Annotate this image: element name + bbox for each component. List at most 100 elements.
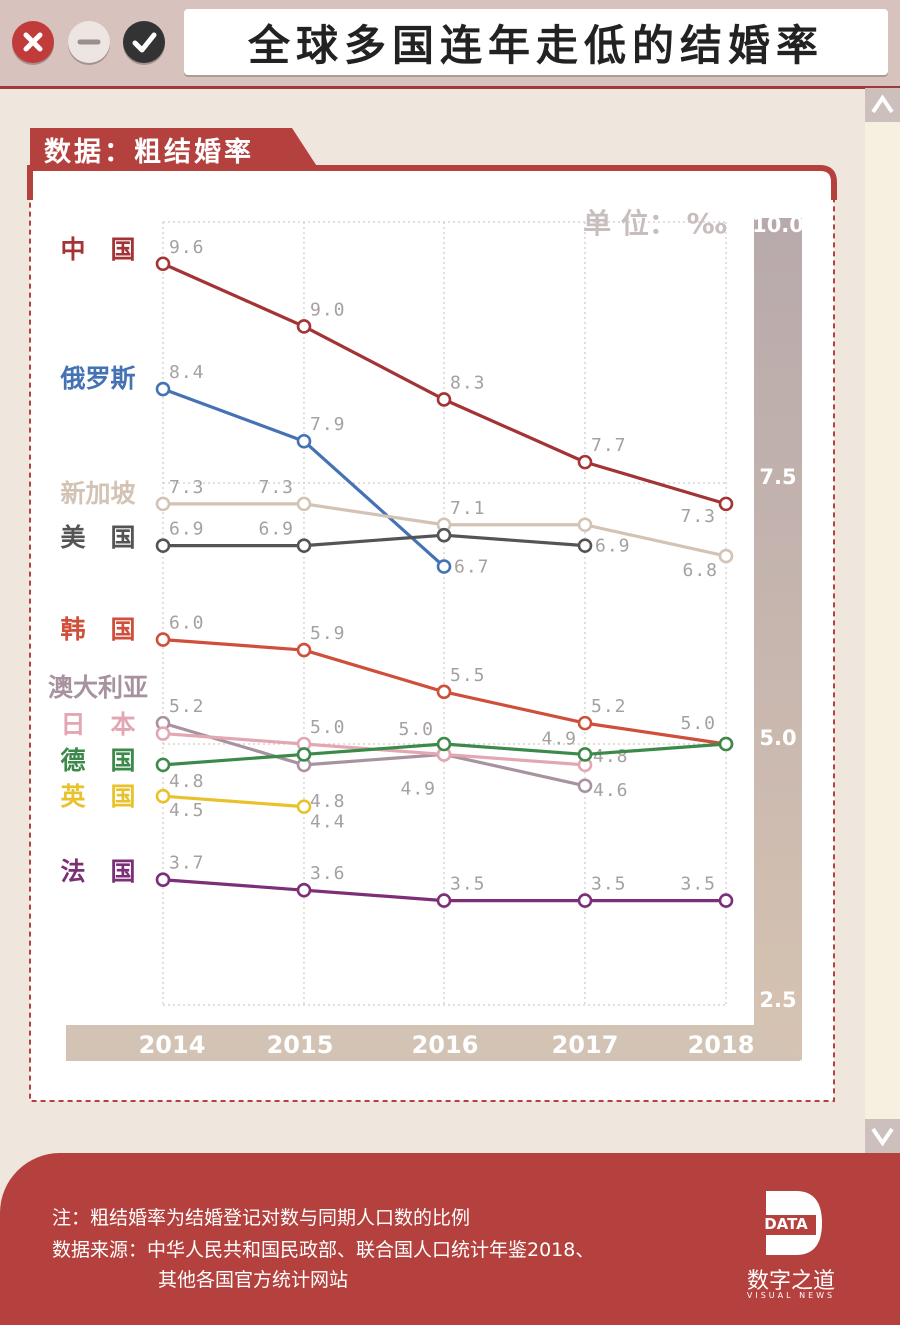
data-point [155,726,171,741]
series-line [162,721,586,788]
data-label: 6.9 [258,519,294,540]
data-point [155,381,171,397]
series-8: 4.5 4.4 [155,788,345,833]
data-label: 8.4 [169,362,205,383]
data-label: 3.5 [591,874,627,895]
series-2: 7.3 7.3 7.1 6.8 [155,477,734,581]
legend-label: 澳大利亚 [48,673,148,702]
data-label: 4.9 [541,728,577,749]
scroll-up-button[interactable] [865,88,900,122]
x-tick-label: 2018 [688,1031,755,1059]
title-box: 全球多国连年走低的结婚率 [184,9,888,75]
data-label: 4.8 [310,791,346,812]
data-point [155,256,171,272]
legend-label: 日 本 [60,710,135,739]
legend-label: 德 国 [60,746,135,775]
data-label: 5.0 [310,717,346,738]
data-point [155,496,171,512]
chevron-down-icon [871,1127,894,1147]
data-label: 5.2 [591,696,627,717]
legend-label: 韩 国 [60,615,135,644]
data-point [577,538,593,553]
data-label: 3.6 [310,863,346,884]
data-label: 5.0 [398,719,434,740]
chart-card: 9.69.08.37.77.38.47.96.77.3 7.37.16.86.9 6… [27,165,837,1102]
data-label: 9.0 [310,299,346,320]
data-label: 3.5 [450,874,486,895]
data-point [296,642,312,658]
data-point [296,799,312,814]
data-label: 5.5 [450,665,486,686]
x-axis-ticks: 2014 2015 2016 2017 2018 [139,1031,755,1059]
data-point [577,893,593,908]
source-line-1: 数据来源：中华人民共和国民政部、联合国人口统计年鉴2018、 [52,1239,595,1261]
data-label: 7.7 [591,435,627,456]
chart-grid [162,221,727,1006]
data-label: 8.3 [450,372,486,393]
data-label: 5.0 [680,713,716,734]
legend-label: 中 国 [60,235,135,264]
data-point [296,433,312,449]
data-point [296,538,312,553]
series-0: 9.6 9.0 8.3 7.7 7.3 [155,237,734,527]
data-point [436,684,452,700]
data-point [436,559,452,574]
data-label: 6.8 [682,560,718,581]
data-label: 7.9 [310,414,346,435]
legend-label: 美 国 [60,523,135,552]
series-4: 6.0 5.9 5.5 5.2 5.0 [155,613,734,752]
badge-shape [30,128,320,171]
data-point [436,392,452,407]
data-point [718,736,734,752]
data-label: 4.6 [593,780,629,801]
scroll-down-button[interactable] [865,1119,900,1153]
data-label: 6.9 [595,536,631,557]
y-tick-label: 10.0 [752,213,804,237]
y-tick-label: 7.5 [759,465,796,489]
window-titlebar: 全球多国连年走低的结婚率 [0,0,900,89]
confirm-button[interactable] [123,21,165,63]
minimize-button[interactable] [68,21,110,63]
chevron-up-icon [871,94,894,114]
legend-label: 俄罗斯 [59,364,135,393]
close-icon [23,32,43,52]
data-point [296,496,312,512]
data-label: 4.5 [169,800,205,821]
y-axis-ticks: 10.0 7.5 5.0 2.5 [752,213,804,1012]
series-1: 8.4 7.9 6.7 [155,362,490,578]
data-point [296,747,312,762]
data-point [296,882,312,898]
data-point [155,757,171,773]
close-button[interactable] [12,21,54,63]
x-tick-label: 2015 [267,1031,334,1059]
series-5: 5.2 4.8 4.9 4.6 [155,696,629,812]
data-point [155,788,171,804]
data-logo-icon [756,1191,822,1255]
y-axis-band [754,218,802,1061]
data-point [436,736,452,752]
series-line [163,533,586,548]
data-label: 9.6 [169,237,205,258]
legend-label: 法 国 [60,857,135,886]
data-label: 3.7 [169,853,205,874]
data-label: 6.7 [454,557,490,578]
section-badge: 数据：粗结婚率 [30,128,320,171]
data-point [577,778,593,794]
data-label: 5.2 [169,696,205,717]
scrollbar-track[interactable] [865,88,900,1153]
minimize-icon [77,39,101,45]
legend-label: 新加坡 [60,479,135,508]
footnote: 注：粗结婚率为结婚登记对数与同期人口数的比例 [52,1207,471,1229]
data-point [577,454,593,470]
data-point [577,747,593,762]
unit-label: 单 位： ‰ [583,207,727,240]
data-point [155,632,171,647]
data-label: 4.9 [400,778,436,799]
x-axis-band [66,1025,800,1061]
x-tick-label: 2017 [552,1031,619,1059]
data-label: 4.8 [169,771,205,792]
y-tick-label: 5.0 [759,726,796,750]
y-tick-label: 2.5 [759,988,796,1012]
series-9: 3.7 3.6 3.5 3.5 3.5 [155,853,734,908]
